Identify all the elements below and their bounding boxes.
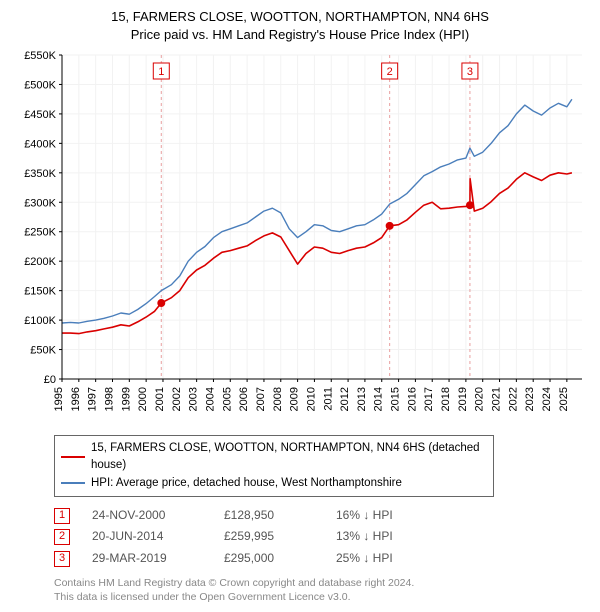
svg-text:£200K: £200K (24, 256, 56, 268)
svg-text:£0: £0 (44, 374, 56, 386)
svg-text:£100K: £100K (24, 315, 56, 327)
footer-line1: Contains HM Land Registry data © Crown c… (54, 576, 580, 590)
svg-text:2013: 2013 (356, 387, 368, 411)
svg-text:2006: 2006 (238, 387, 250, 411)
svg-text:2: 2 (387, 66, 393, 78)
chart-plot-area: £0 £50K £100K £150K £200K £250K £300K £350K £400… (10, 49, 590, 429)
sale-marker-3: 3 (54, 551, 70, 567)
sales-row: 2 20-JUN-2014 £259,995 13% ↓ HPI (54, 526, 580, 548)
sale-diff: 25% ↓ HPI (336, 548, 436, 570)
svg-text:£150K: £150K (24, 286, 56, 298)
svg-text:2020: 2020 (474, 387, 486, 411)
svg-text:1998: 1998 (103, 387, 115, 411)
svg-text:2001: 2001 (154, 387, 166, 411)
svg-text:£400K: £400K (24, 138, 56, 150)
line-chart-svg: £0 £50K £100K £150K £200K £250K £300K £350K £400… (10, 49, 590, 429)
svg-text:2017: 2017 (423, 387, 435, 411)
legend-swatch-hpi (61, 482, 85, 484)
svg-text:1996: 1996 (70, 387, 82, 411)
svg-text:£250K: £250K (24, 227, 56, 239)
legend-row-hpi: HPI: Average price, detached house, West… (61, 475, 487, 492)
sale-price: £295,000 (224, 548, 314, 570)
sale-price: £128,950 (224, 505, 314, 527)
svg-text:1: 1 (158, 66, 164, 78)
svg-text:2011: 2011 (322, 387, 334, 411)
sale-price: £259,995 (224, 526, 314, 548)
footer-line2: This data is licensed under the Open Gov… (54, 590, 580, 604)
svg-text:£550K: £550K (24, 50, 56, 62)
chart-container: 15, FARMERS CLOSE, WOOTTON, NORTHAMPTON,… (0, 0, 600, 612)
svg-text:2015: 2015 (390, 387, 402, 411)
sales-row: 1 24-NOV-2000 £128,950 16% ↓ HPI (54, 505, 580, 527)
svg-text:2012: 2012 (339, 387, 351, 411)
svg-text:3: 3 (467, 66, 473, 78)
sale-date: 24-NOV-2000 (92, 505, 202, 527)
svg-text:2023: 2023 (524, 387, 536, 411)
sale-date: 20-JUN-2014 (92, 526, 202, 548)
svg-text:2022: 2022 (507, 387, 519, 411)
svg-text:2018: 2018 (440, 387, 452, 411)
svg-text:2002: 2002 (171, 387, 183, 411)
sale-diff: 16% ↓ HPI (336, 505, 436, 527)
svg-text:2021: 2021 (491, 387, 503, 411)
svg-text:1995: 1995 (53, 387, 65, 411)
sales-row: 3 29-MAR-2019 £295,000 25% ↓ HPI (54, 548, 580, 570)
sale-date: 29-MAR-2019 (92, 548, 202, 570)
legend-label-property: 15, FARMERS CLOSE, WOOTTON, NORTHAMPTON,… (91, 440, 487, 475)
legend-label-hpi: HPI: Average price, detached house, West… (91, 475, 402, 492)
svg-text:1999: 1999 (120, 387, 132, 411)
svg-text:1997: 1997 (87, 387, 99, 411)
svg-text:2008: 2008 (272, 387, 284, 411)
sales-table: 1 24-NOV-2000 £128,950 16% ↓ HPI 2 20-JU… (54, 505, 580, 570)
svg-text:2019: 2019 (457, 387, 469, 411)
svg-text:2025: 2025 (558, 387, 570, 411)
svg-text:£450K: £450K (24, 109, 56, 121)
legend-row-property: 15, FARMERS CLOSE, WOOTTON, NORTHAMPTON,… (61, 440, 487, 475)
svg-text:2016: 2016 (406, 387, 418, 411)
legend-box: 15, FARMERS CLOSE, WOOTTON, NORTHAMPTON,… (54, 435, 494, 497)
sale-marker-2: 2 (54, 529, 70, 545)
sale-diff: 13% ↓ HPI (336, 526, 436, 548)
svg-text:2014: 2014 (373, 387, 385, 411)
svg-text:2007: 2007 (255, 387, 267, 411)
legend-swatch-property (61, 456, 85, 458)
svg-text:2009: 2009 (289, 387, 301, 411)
svg-text:2005: 2005 (221, 387, 233, 411)
chart-title-line2: Price paid vs. HM Land Registry's House … (10, 26, 590, 44)
svg-text:2010: 2010 (305, 387, 317, 411)
svg-text:2024: 2024 (541, 387, 553, 411)
sale-marker-1: 1 (54, 508, 70, 524)
svg-text:£500K: £500K (24, 80, 56, 92)
svg-text:£350K: £350K (24, 168, 56, 180)
svg-text:£300K: £300K (24, 197, 56, 209)
svg-text:2003: 2003 (188, 387, 200, 411)
svg-text:2004: 2004 (204, 387, 216, 411)
svg-text:£50K: £50K (30, 345, 56, 357)
svg-text:2000: 2000 (137, 387, 149, 411)
chart-title-line1: 15, FARMERS CLOSE, WOOTTON, NORTHAMPTON,… (10, 8, 590, 26)
